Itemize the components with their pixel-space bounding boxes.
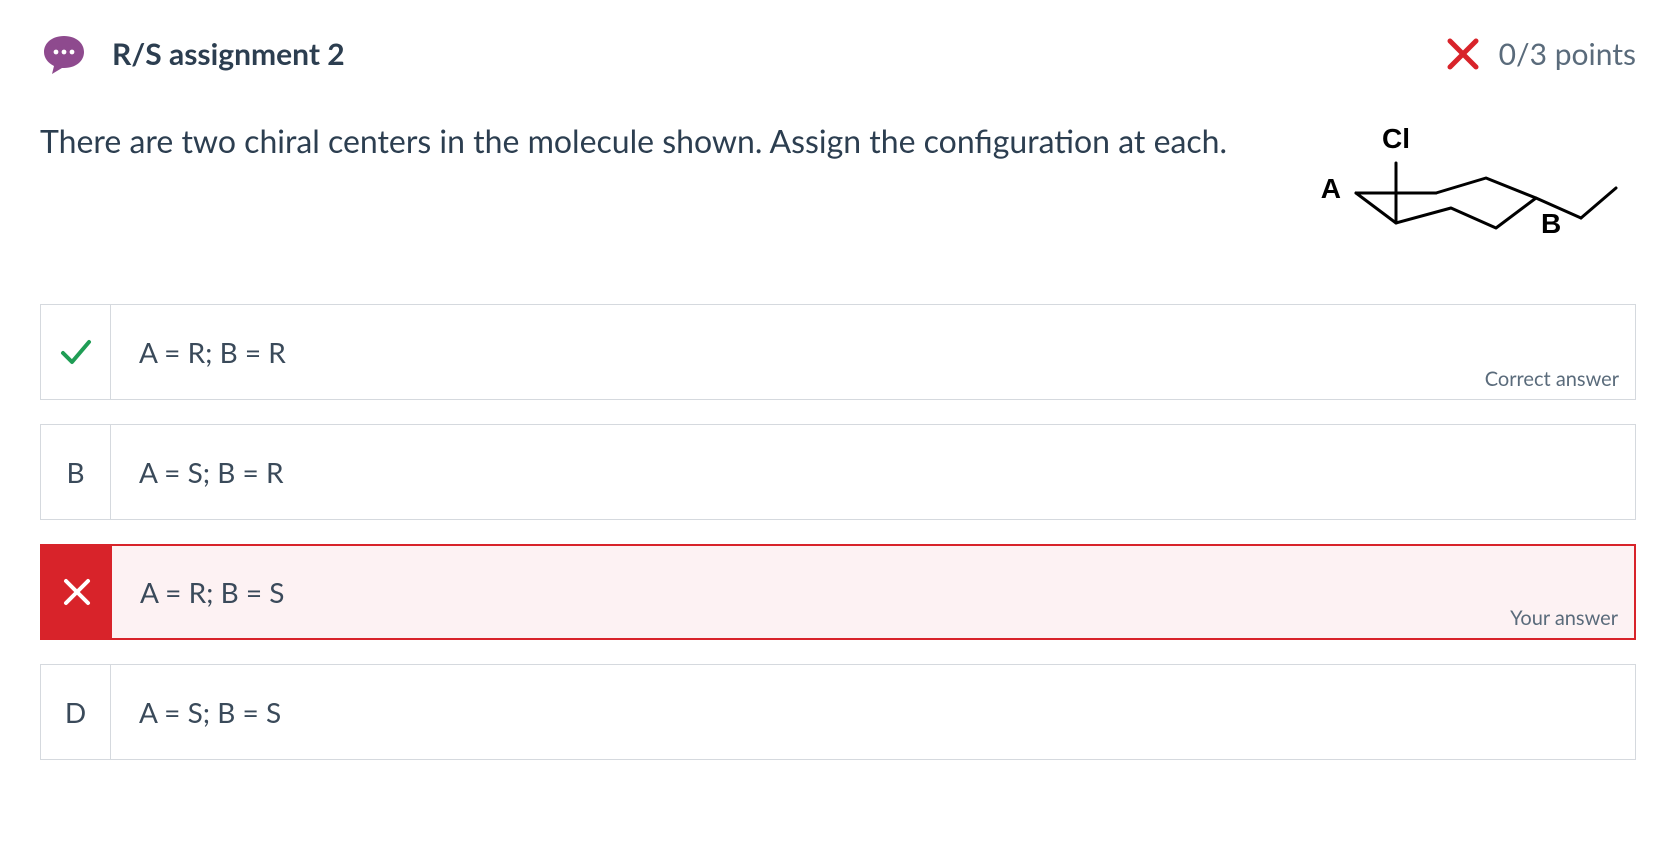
option-body: A = S; B = S bbox=[111, 665, 1635, 759]
option-tag: Correct answer bbox=[1485, 367, 1619, 391]
question-title: R/S assignment 2 bbox=[112, 36, 345, 72]
header-right: 0/3 points bbox=[1445, 36, 1636, 72]
question-prompt: There are two chiral centers in the mole… bbox=[40, 118, 1236, 164]
molecule-diagram: Cl A B bbox=[1296, 118, 1636, 268]
header-left: R/S assignment 2 bbox=[40, 30, 345, 78]
question-header: R/S assignment 2 0/3 points bbox=[40, 30, 1636, 78]
check-icon bbox=[58, 334, 94, 370]
option-marker-correct bbox=[41, 305, 111, 399]
option-body: A = R; B = R Correct answer bbox=[111, 305, 1635, 399]
molecule-label-cl: Cl bbox=[1382, 123, 1410, 154]
option-text: A = R; B = R bbox=[139, 335, 286, 369]
option-letter: B bbox=[41, 425, 111, 519]
option-a[interactable]: A = R; B = R Correct answer bbox=[40, 304, 1636, 400]
option-text: A = R; B = S bbox=[140, 575, 285, 609]
option-d[interactable]: D A = S; B = S bbox=[40, 664, 1636, 760]
incorrect-icon bbox=[1445, 36, 1481, 72]
option-text: A = S; B = R bbox=[139, 455, 284, 489]
prompt-row: There are two chiral centers in the mole… bbox=[40, 118, 1636, 268]
option-tag: Your answer bbox=[1510, 606, 1618, 630]
speech-bubble-icon[interactable] bbox=[40, 30, 88, 78]
option-text: A = S; B = S bbox=[139, 695, 281, 729]
molecule-label-a: A bbox=[1321, 173, 1341, 204]
option-body: A = S; B = R bbox=[111, 425, 1635, 519]
options-list: A = R; B = R Correct answer B A = S; B =… bbox=[40, 304, 1636, 760]
points-text: 0/3 points bbox=[1499, 36, 1636, 72]
x-icon bbox=[60, 575, 94, 609]
option-body: A = R; B = S Your answer bbox=[112, 546, 1634, 638]
molecule-label-b: B bbox=[1541, 208, 1561, 239]
option-marker-wrong bbox=[42, 546, 112, 638]
option-c[interactable]: A = R; B = S Your answer bbox=[40, 544, 1636, 640]
option-letter: D bbox=[41, 665, 111, 759]
option-b[interactable]: B A = S; B = R bbox=[40, 424, 1636, 520]
